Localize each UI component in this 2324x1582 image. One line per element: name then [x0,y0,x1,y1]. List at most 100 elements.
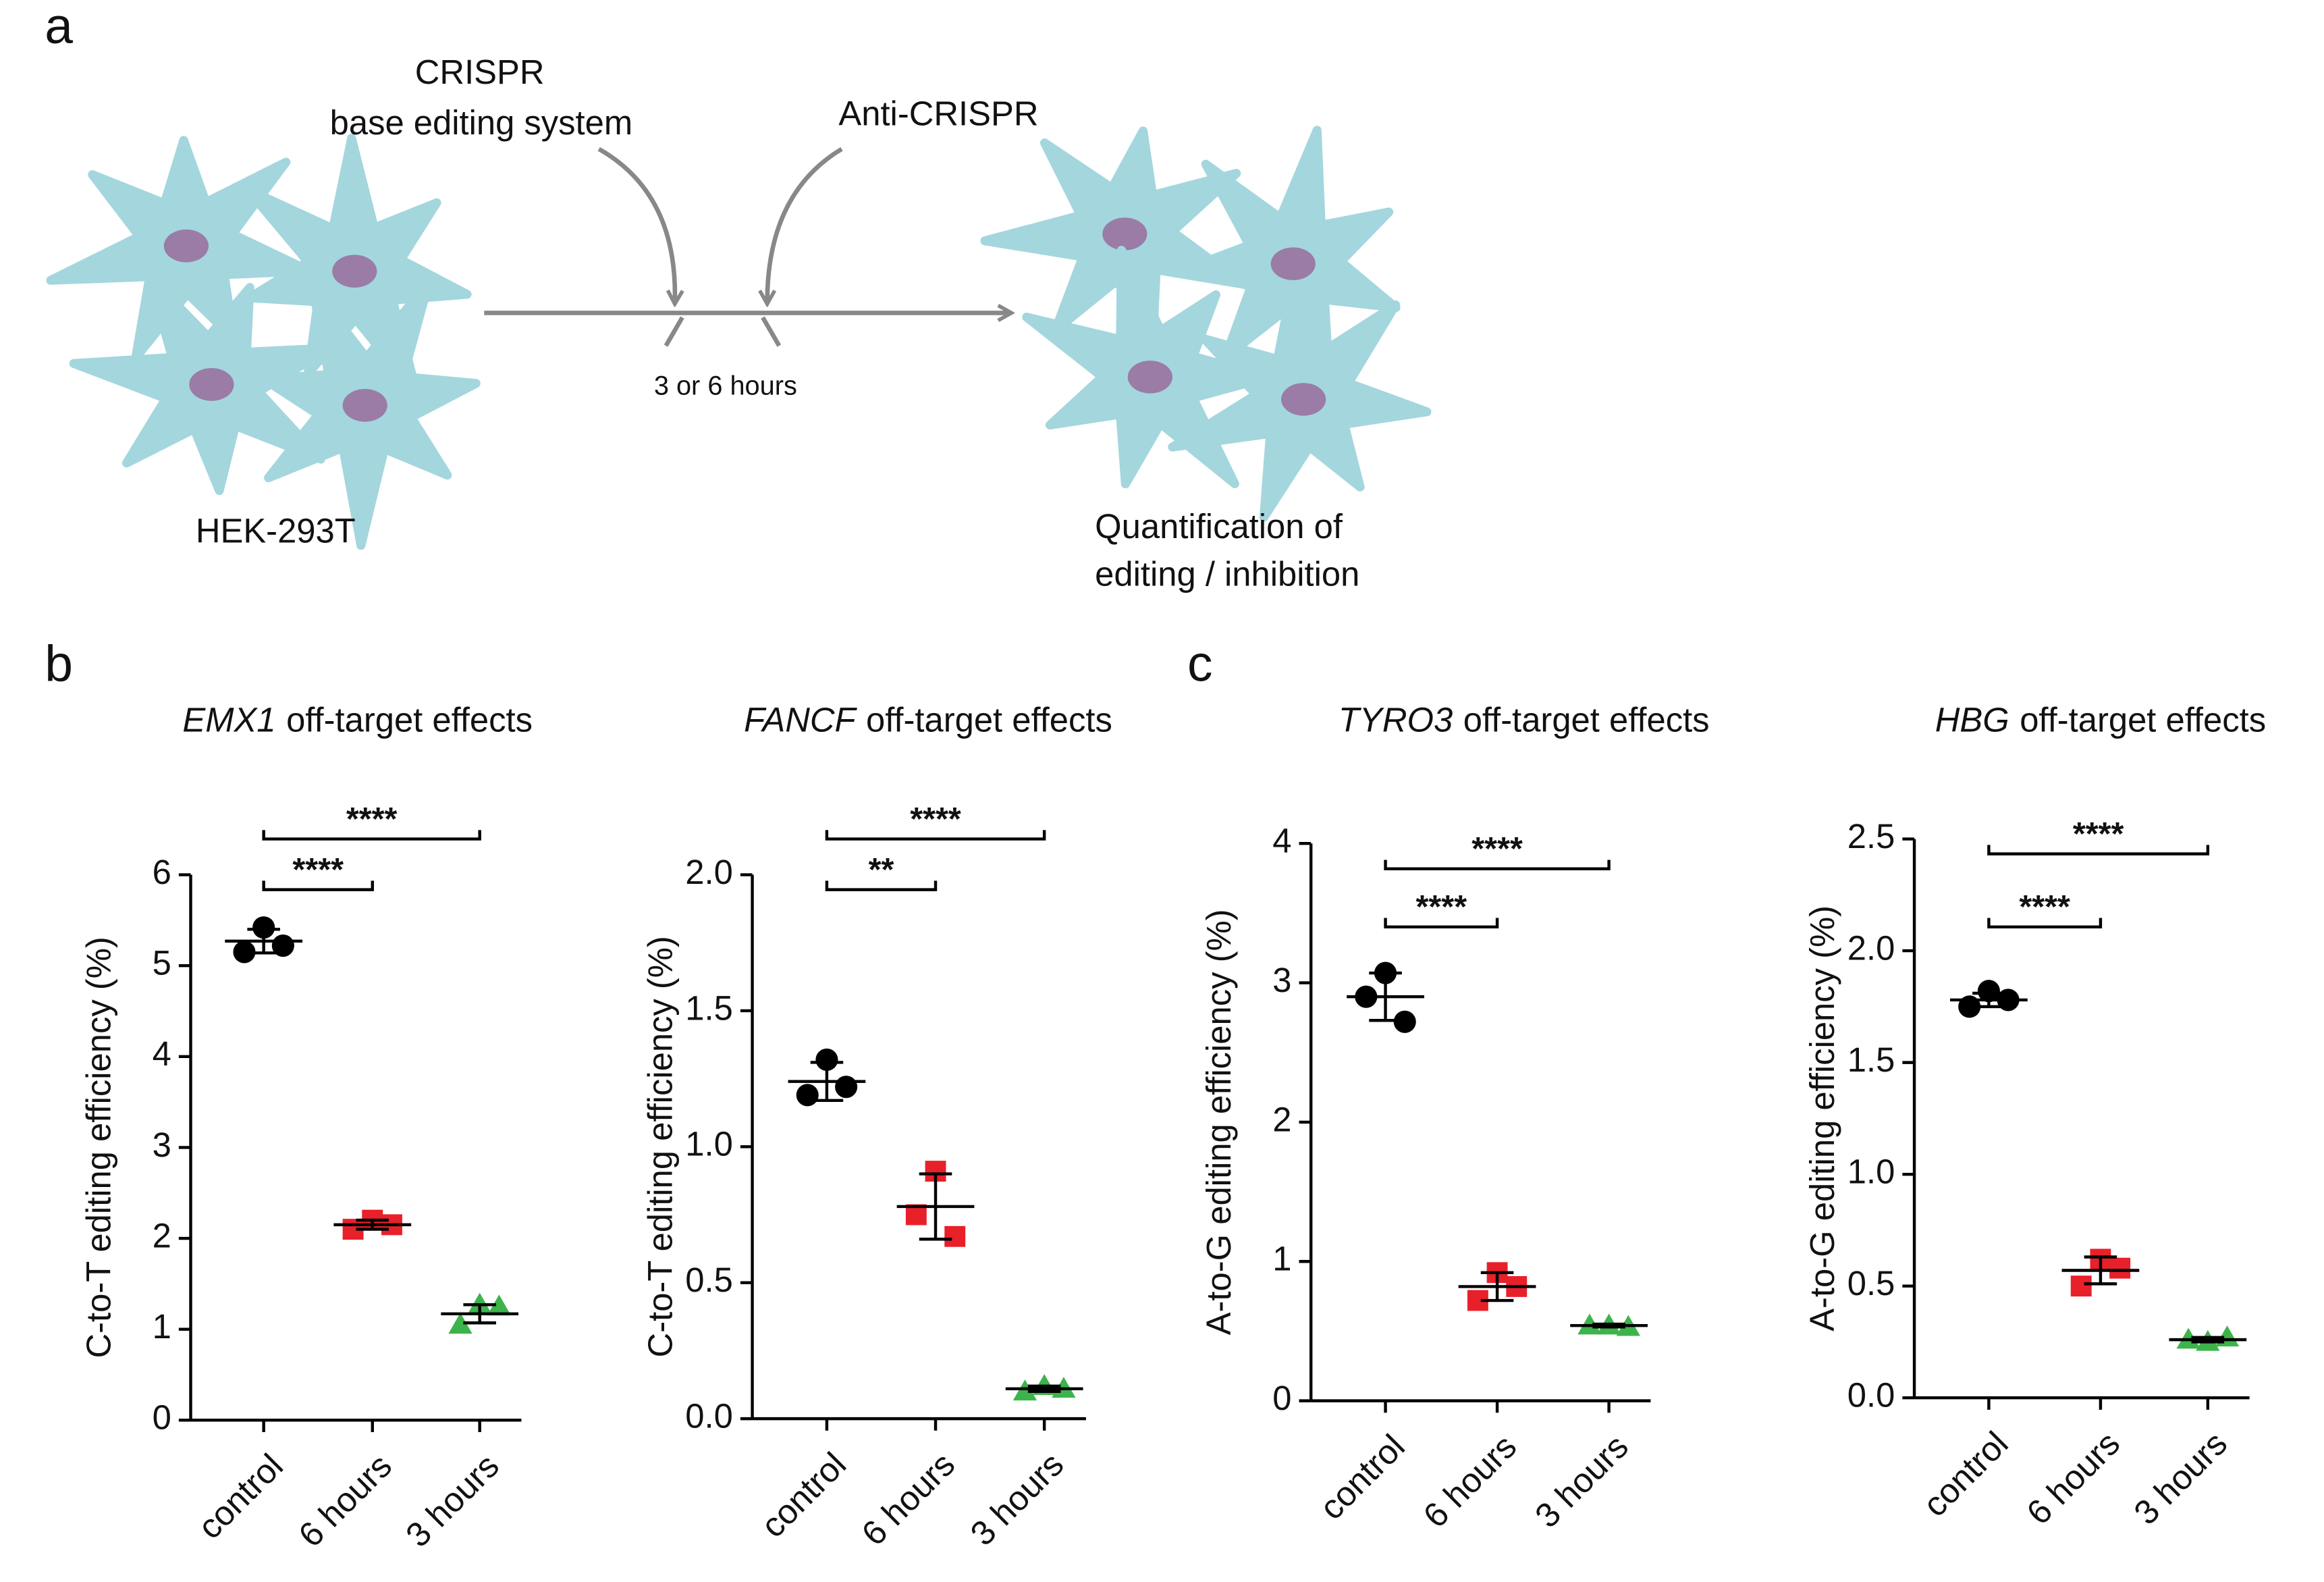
title-gene: HBG [1935,701,2009,739]
y-tick-label: 3 [153,1126,171,1164]
chart-title: TYRO3 off-target effects [1339,701,1710,739]
nucleus [163,229,209,263]
data-point [944,1225,966,1247]
y-tick-label: 5 [153,944,171,982]
data-point [835,1076,858,1099]
time-label: 3 or 6 hours [654,371,797,400]
nucleus [332,255,377,288]
x-tick-label: 6 hours [1415,1427,1523,1535]
data-point [233,941,256,964]
y-tick-label: 1 [153,1307,171,1346]
x-tick-label: control [1312,1427,1412,1527]
x-tick-label: control [753,1445,853,1545]
time-mark [761,316,782,347]
significance-bracket [262,880,374,891]
data-point [252,916,275,939]
significance-bracket [825,880,938,891]
data-point [487,1294,512,1316]
nucleus [1270,247,1316,280]
y-tick-label: 0.5 [1847,1264,1895,1302]
y-tick-label: 2.0 [685,853,733,891]
significance-label: **** [2019,889,2070,925]
title-text: off-target effects [286,701,533,739]
x-tick-label: 3 hours [963,1445,1071,1553]
time-mark [664,316,684,347]
y-tick-label: 2.5 [1847,817,1895,855]
title-gene: TYRO3 [1339,701,1453,739]
data-point [2070,1275,2092,1297]
significance-bracket [1384,918,1499,928]
significance-label: **** [910,801,961,837]
y-tick-label: 0.0 [1847,1376,1895,1415]
significance-label: **** [346,801,398,837]
data-point [1977,980,2000,1003]
significance-label: **** [1416,889,1467,925]
y-tick-label: 0.5 [685,1261,733,1299]
panel-label: c [1187,635,1213,692]
significance-label: **** [2073,816,2124,852]
data-point [448,1313,472,1334]
nucleus [1102,217,1147,251]
significance-bracket [825,830,1046,841]
x-tick-label: control [190,1446,290,1546]
significance-bracket [1384,860,1611,870]
y-axis-label: A-to-G editing efficiency (%) [1199,909,1238,1335]
output-label: editing / inhibition [1095,555,1359,594]
input-label: base editing system [330,103,633,142]
x-tick-label: 3 hours [398,1446,506,1554]
title-gene: EMX1 [182,701,275,739]
y-tick-label: 2.0 [1847,929,1895,968]
chart-title: EMX1 off-target effects [182,701,533,739]
y-axis-label: C-to-T editing efficiency (%) [641,936,680,1357]
significance-label: **** [1471,830,1523,867]
nucleus [342,389,387,422]
cells [46,126,1432,550]
title-gene: FANCF [744,701,857,739]
panel-label: b [45,635,73,692]
x-tick-label: 3 hours [2126,1424,2234,1532]
x-tick-label: 6 hours [854,1445,962,1553]
y-tick-label: 1.0 [685,1125,733,1163]
y-tick-label: 0 [1272,1379,1291,1417]
data-point [1393,1010,1416,1033]
y-tick-label: 4 [153,1034,171,1073]
y-tick-label: 2 [1272,1100,1291,1138]
y-tick-label: 2 [153,1216,171,1255]
cell-label: HEK-293T [196,512,356,550]
significance-bracket [262,830,481,841]
output-label: Quantification of [1095,507,1343,546]
y-axis-label: A-to-G editing efficiency (%) [1803,905,1841,1331]
chart-title: FANCF off-target effects [744,701,1112,739]
input-label: CRISPR [415,53,545,91]
input-arrow [767,147,843,302]
y-tick-label: 1 [1272,1240,1291,1278]
y-tick-label: 3 [1272,961,1291,999]
x-tick-label: 6 hours [291,1446,399,1554]
data-point [796,1084,819,1107]
y-tick-label: 0.0 [685,1397,733,1435]
title-text: off-target effects [1463,701,1710,739]
data-point [815,1048,838,1071]
x-tick-label: 6 hours [2019,1424,2127,1532]
y-tick-label: 1.5 [1847,1040,1895,1079]
x-tick-label: control [1916,1424,2016,1524]
y-tick-label: 0 [153,1398,171,1437]
nucleus [1281,383,1326,416]
y-tick-label: 1.5 [685,988,733,1027]
nucleus [189,368,234,401]
significance-bracket [1987,845,2210,855]
chart-title: HBG off-target effects [1935,701,2266,739]
panel-label: a [45,0,73,54]
significance-label: **** [292,851,344,888]
input-label: Anti-CRISPR [838,95,1038,133]
y-tick-label: 1.0 [1847,1153,1895,1191]
title-text: off-target effects [866,701,1112,739]
y-tick-label: 4 [1272,822,1291,860]
y-tick-label: 6 [153,853,171,891]
significance-bracket [1987,918,2103,928]
nucleus [1127,361,1172,394]
title-text: off-target effects [2020,701,2266,739]
input-arrow [597,147,675,302]
